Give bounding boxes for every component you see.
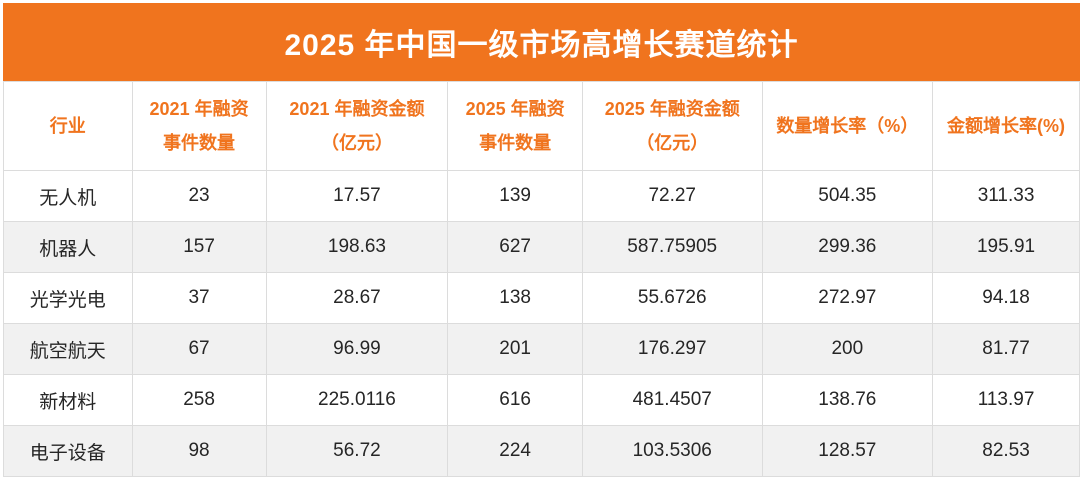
industry-cell: 电子设备 bbox=[3, 425, 133, 477]
column-header-line: 事件数量 bbox=[163, 133, 236, 153]
value-cell: 139 bbox=[447, 170, 583, 222]
value-cell: 81.77 bbox=[932, 323, 1080, 375]
value-cell: 138.76 bbox=[761, 374, 934, 426]
title-banner: 2025 年中国一级市场高增长赛道统计 bbox=[3, 3, 1080, 81]
column-header-line: 2021 年融资金额 bbox=[289, 99, 425, 119]
value-cell: 113.97 bbox=[932, 374, 1080, 426]
column-header: 2025 年融资 事件数量 bbox=[447, 81, 583, 171]
value-cell: 616 bbox=[447, 374, 583, 426]
value-cell: 28.67 bbox=[265, 272, 449, 324]
value-cell: 82.53 bbox=[932, 425, 1080, 477]
value-cell: 224 bbox=[447, 425, 583, 477]
column-header-line: （亿元） bbox=[636, 133, 709, 153]
column-header: 2021 年融资金额 （亿元） bbox=[265, 81, 449, 171]
value-cell: 627 bbox=[447, 221, 583, 273]
value-cell: 311.33 bbox=[932, 170, 1080, 222]
column-header-line: 行业 bbox=[49, 116, 86, 136]
value-cell: 201 bbox=[447, 323, 583, 375]
value-cell: 67 bbox=[131, 323, 267, 375]
industry-cell: 光学光电 bbox=[3, 272, 133, 324]
header-row: 行业 2021 年融资 事件数量 2021 年融资金额 （亿元） 2025 年融资 事件数量… bbox=[3, 81, 1080, 171]
value-cell: 299.36 bbox=[761, 221, 934, 273]
value-cell: 103.5306 bbox=[581, 425, 763, 477]
column-header-line: 金额增长率(%) bbox=[947, 116, 1066, 136]
table-row: 新材料 258 225.0116 616 481.4507 138.76 113.97 bbox=[3, 374, 1080, 426]
value-cell: 198.63 bbox=[265, 221, 449, 273]
industry-cell: 无人机 bbox=[3, 170, 133, 222]
value-cell: 98 bbox=[131, 425, 267, 477]
column-header-line: 2025 年融资金额 bbox=[604, 99, 740, 119]
table-row: 航空航天 67 96.99 201 176.297 200 81.77 bbox=[3, 323, 1080, 375]
value-cell: 138 bbox=[447, 272, 583, 324]
table-container: 行业 2021 年融资 事件数量 2021 年融资金额 （亿元） 2025 年融资 事件数量… bbox=[3, 81, 1080, 482]
industry-cell: 新材料 bbox=[3, 374, 133, 426]
value-cell: 37 bbox=[131, 272, 267, 324]
column-header-line: 2021 年融资 bbox=[149, 99, 249, 119]
column-header: 金额增长率(%) bbox=[932, 81, 1080, 171]
column-header: 2025 年融资金额 （亿元） bbox=[581, 81, 763, 171]
value-cell: 23 bbox=[131, 170, 267, 222]
column-header: 2021 年融资 事件数量 bbox=[131, 81, 267, 171]
growth-statistics-table: 行业 2021 年融资 事件数量 2021 年融资金额 （亿元） 2025 年融资 事件数量… bbox=[3, 81, 1080, 477]
value-cell: 157 bbox=[131, 221, 267, 273]
table-row: 无人机 23 17.57 139 72.27 504.35 311.33 bbox=[3, 170, 1080, 222]
value-cell: 72.27 bbox=[581, 170, 763, 222]
page-title: 2025 年中国一级市场高增长赛道统计 bbox=[284, 29, 799, 62]
column-header-line: 2025 年融资 bbox=[465, 99, 565, 119]
value-cell: 258 bbox=[131, 374, 267, 426]
value-cell: 56.72 bbox=[265, 425, 449, 477]
value-cell: 272.97 bbox=[761, 272, 934, 324]
value-cell: 225.0116 bbox=[265, 374, 449, 426]
value-cell: 587.75905 bbox=[581, 221, 763, 273]
value-cell: 55.6726 bbox=[581, 272, 763, 324]
value-cell: 481.4507 bbox=[581, 374, 763, 426]
table-body: 无人机 23 17.57 139 72.27 504.35 311.33 机器人 157 198.… bbox=[3, 170, 1080, 477]
column-header-line: （亿元） bbox=[320, 133, 393, 153]
table-row: 光学光电 37 28.67 138 55.6726 272.97 94.18 bbox=[3, 272, 1080, 324]
table-header: 行业 2021 年融资 事件数量 2021 年融资金额 （亿元） 2025 年融资 事件数量… bbox=[3, 81, 1080, 171]
column-header-line: 数量增长率（%） bbox=[776, 116, 919, 136]
industry-cell: 机器人 bbox=[3, 221, 133, 273]
column-header-line: 事件数量 bbox=[479, 133, 552, 153]
value-cell: 17.57 bbox=[265, 170, 449, 222]
value-cell: 176.297 bbox=[581, 323, 763, 375]
value-cell: 200 bbox=[761, 323, 934, 375]
table-row: 电子设备 98 56.72 224 103.5306 128.57 82.53 bbox=[3, 425, 1080, 477]
value-cell: 96.99 bbox=[265, 323, 449, 375]
value-cell: 94.18 bbox=[932, 272, 1080, 324]
value-cell: 128.57 bbox=[761, 425, 934, 477]
column-header: 行业 bbox=[3, 81, 133, 171]
value-cell: 195.91 bbox=[932, 221, 1080, 273]
table-row: 机器人 157 198.63 627 587.75905 299.36 195.91 bbox=[3, 221, 1080, 273]
industry-cell: 航空航天 bbox=[3, 323, 133, 375]
column-header: 数量增长率（%） bbox=[761, 81, 934, 171]
value-cell: 504.35 bbox=[761, 170, 934, 222]
